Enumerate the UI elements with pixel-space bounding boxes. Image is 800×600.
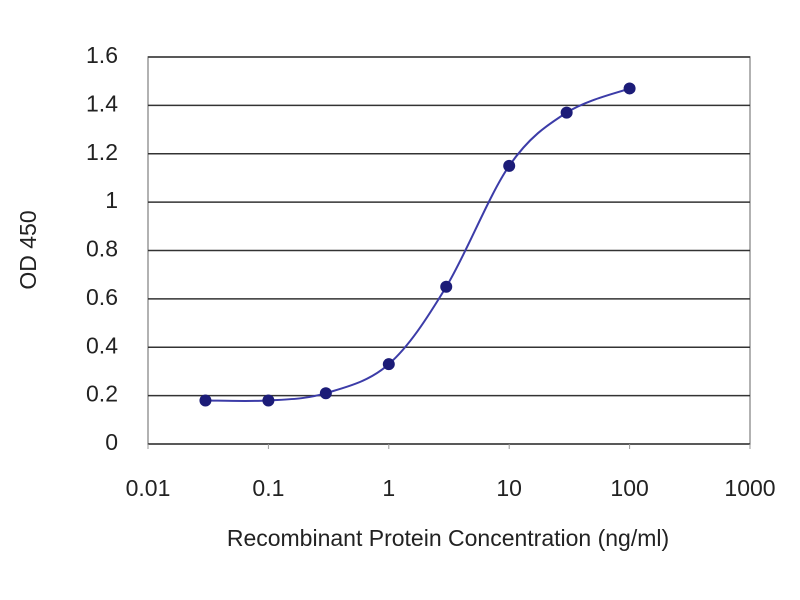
data-point: [199, 394, 212, 407]
fit-line: [205, 87, 630, 402]
y-tick-label: 0.4: [86, 332, 118, 358]
y-axis-label: OD 450: [15, 210, 41, 289]
x-tick-label: 1000: [724, 475, 775, 501]
data-point: [319, 387, 332, 400]
x-tick-label: 100: [610, 475, 648, 501]
y-tick-label: 0.2: [86, 381, 118, 407]
y-tick-label: 1.4: [86, 90, 118, 116]
y-tick-label: 1.2: [86, 139, 118, 165]
data-point: [503, 159, 516, 172]
y-tick-label: 1.6: [86, 42, 118, 68]
data-point: [560, 106, 573, 119]
x-tick-label: 0.01: [126, 475, 171, 501]
y-tick-label: 0.8: [86, 236, 118, 262]
x-tick-label: 1: [382, 475, 395, 501]
x-axis-label: Recombinant Protein Concentration (ng/ml…: [227, 525, 669, 551]
x-tick-label: 0.1: [252, 475, 284, 501]
data-point: [382, 358, 395, 371]
data-point: [623, 82, 636, 95]
data-point: [262, 394, 275, 407]
y-tick-label: 0: [105, 429, 118, 455]
y-tick-label: 0.6: [86, 284, 118, 310]
x-tick-label: 10: [496, 475, 522, 501]
y-tick-label: 1: [105, 187, 118, 213]
data-point: [440, 280, 453, 293]
